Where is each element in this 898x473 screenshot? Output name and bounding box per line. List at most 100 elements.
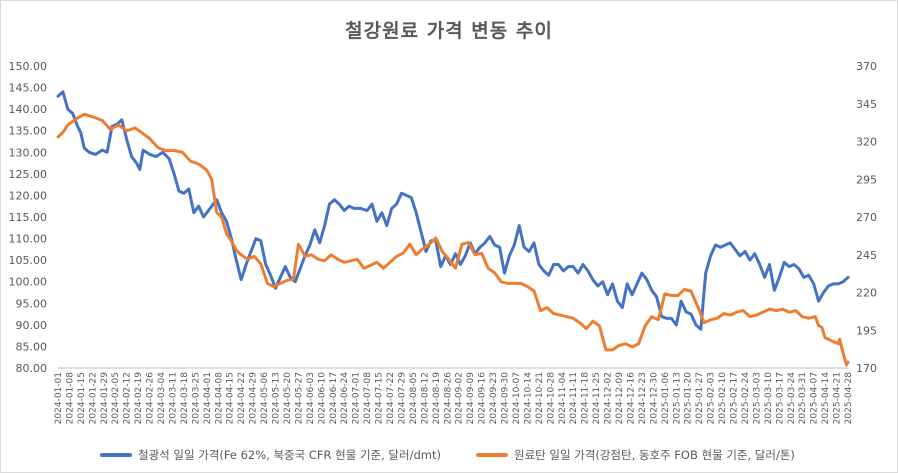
x-tick-label: 2024-05-20 [283, 372, 293, 425]
x-tick-label: 2024-09-30 [501, 372, 511, 425]
x-tick-label: 2024-08-12 [420, 372, 430, 424]
x-tick-label: 2024-05-13 [272, 372, 282, 424]
x-tick-label: 2024-12-23 [638, 372, 648, 424]
x-tick-label: 2024-06-17 [329, 372, 339, 424]
x-tick-label: 2025-01-20 [684, 372, 694, 425]
legend-swatch-coking-coal [476, 453, 508, 457]
x-tick-label: 2025-01-13 [672, 372, 682, 424]
y-right-tick-label: 270 [856, 211, 877, 224]
x-tick-label: 2025-02-24 [741, 372, 751, 425]
y-left-tick-label: 135.00 [9, 125, 48, 138]
x-tick-label: 2024-09-02 [455, 372, 465, 424]
x-tick-label: 2024-07-08 [363, 372, 373, 425]
x-tick-label: 2024-02-26 [146, 372, 156, 425]
x-tick-label: 2024-05-27 [294, 372, 304, 424]
x-tick-label: 2024-07-22 [386, 372, 396, 424]
x-tick-label: 2024-11-11 [569, 372, 579, 424]
x-tick-label: 2025-03-17 [775, 372, 785, 424]
x-tick-label: 2024-10-07 [512, 372, 522, 424]
y-left-tick-label: 80.00 [16, 362, 48, 375]
x-tick-label: 2024-11-18 [581, 372, 591, 425]
y-right-tick-label: 195 [856, 324, 877, 337]
y-left-tick-label: 125.00 [9, 168, 48, 181]
x-tick-label: 2024-12-09 [615, 372, 625, 425]
x-tick-label: 2024-01-08 [65, 372, 75, 425]
y-left-tick-label: 140.00 [9, 103, 48, 116]
x-tick-label: 2024-09-16 [478, 372, 488, 425]
x-tick-label: 2025-04-28 [844, 372, 854, 425]
x-tick-label: 2024-04-01 [203, 372, 213, 424]
x-tick-label: 2025-03-03 [752, 372, 762, 424]
legend-coking-coal: 원료탄 일일 가격(강점탄, 동호주 FOB 현물 기준, 달러/톤) [476, 446, 795, 464]
x-tick-label: 2024-04-15 [226, 372, 236, 424]
x-tick-label: 2024-10-28 [546, 372, 556, 425]
x-tick-label: 2024-04-22 [237, 372, 247, 424]
y-right-tick-label: 295 [856, 173, 877, 186]
legend-iron-ore: 철광석 일일 가격(Fe 62%, 북중국 CFR 현물 기준, 달러/dmt) [100, 446, 441, 464]
y-left-tick-label: 90.00 [16, 319, 48, 332]
y-left-tick-label: 115.00 [9, 211, 48, 224]
y-right-tick-label: 170 [856, 362, 877, 375]
x-tick-label: 2025-03-10 [764, 372, 774, 425]
x-tick-label: 2025-03-31 [798, 372, 808, 424]
x-tick-label: 2025-04-14 [821, 372, 831, 425]
y-right-tick-label: 370 [856, 60, 877, 73]
y-left-tick-label: 85.00 [16, 340, 48, 353]
x-tick-label: 2024-12-16 [626, 372, 636, 425]
x-tick-label: 2025-04-07 [810, 372, 820, 424]
x-tick-label: 2024-07-01 [352, 372, 362, 424]
y-left-tick-label: 105.00 [9, 254, 48, 267]
x-tick-label: 2025-01-06 [661, 372, 671, 425]
x-tick-label: 2024-06-10 [317, 372, 327, 425]
x-tick-label: 2024-01-01 [54, 372, 64, 424]
x-tick-label: 2024-03-11 [168, 372, 178, 424]
x-tick-label: 2024-07-29 [397, 372, 407, 425]
x-tick-label: 2024-12-02 [604, 372, 614, 424]
x-tick-label: 2025-04-21 [833, 372, 843, 424]
x-tick-label: 2024-01-22 [88, 372, 98, 424]
y-left-tick-label: 130.00 [9, 146, 48, 159]
x-tick-label: 2024-10-14 [523, 372, 533, 425]
y-left-tick-label: 100.00 [9, 276, 48, 289]
x-tick-label: 2025-03-24 [787, 372, 797, 425]
y-right-tick-label: 245 [856, 249, 877, 262]
legend-label-iron-ore: 철광석 일일 가격(Fe 62%, 북중국 CFR 현물 기준, 달러/dmt) [138, 448, 441, 462]
x-tick-label: 2025-01-27 [695, 372, 705, 424]
legend-swatch-iron-ore [100, 453, 132, 457]
x-tick-label: 2024-03-04 [157, 372, 167, 425]
x-tick-label: 2024-03-18 [180, 372, 190, 425]
y-left-tick-label: 110.00 [9, 233, 48, 246]
x-tick-label: 2024-02-19 [134, 372, 144, 425]
x-tick-label: 2025-02-03 [707, 372, 717, 424]
x-tick-label: 2025-02-17 [730, 372, 740, 424]
x-tick-label: 2024-05-06 [260, 372, 270, 425]
y-left-tick-label: 150.00 [9, 60, 48, 73]
x-tick-label: 2024-12-30 [649, 372, 659, 425]
x-tick-label: 2024-09-23 [489, 372, 499, 424]
x-tick-label: 2024-04-08 [214, 372, 224, 425]
y-right-tick-label: 220 [856, 287, 877, 300]
y-right-tick-label: 320 [856, 136, 877, 149]
y-left-tick-label: 145.00 [9, 82, 48, 95]
y-left-tick-label: 95.00 [16, 297, 48, 310]
x-tick-label: 2024-01-29 [100, 372, 110, 425]
legend-label-coking-coal: 원료탄 일일 가격(강점탄, 동호주 FOB 현물 기준, 달러/톤) [514, 448, 795, 462]
series-line-coking-coal [56, 112, 850, 367]
x-tick-label: 2024-08-26 [443, 372, 453, 425]
y-left-tick-label: 120.00 [9, 189, 48, 202]
x-tick-label: 2024-07-15 [375, 372, 385, 424]
x-tick-label: 2024-08-19 [432, 372, 442, 425]
x-tick-label: 2024-04-29 [249, 372, 259, 425]
x-tick-label: 2024-03-25 [191, 372, 201, 424]
x-tick-label: 2025-02-10 [718, 372, 728, 425]
x-tick-label: 2024-02-05 [111, 372, 121, 424]
chart-title: 철강원료 가격 변동 추이 [345, 20, 553, 42]
y-right-tick-label: 345 [856, 98, 877, 111]
x-tick-label: 2024-08-05 [409, 372, 419, 424]
series-line-iron-ore [56, 90, 850, 331]
x-tick-label: 2024-11-25 [592, 372, 602, 424]
x-tick-label: 2024-06-24 [340, 372, 350, 425]
x-tick-label: 2024-11-04 [558, 372, 568, 425]
